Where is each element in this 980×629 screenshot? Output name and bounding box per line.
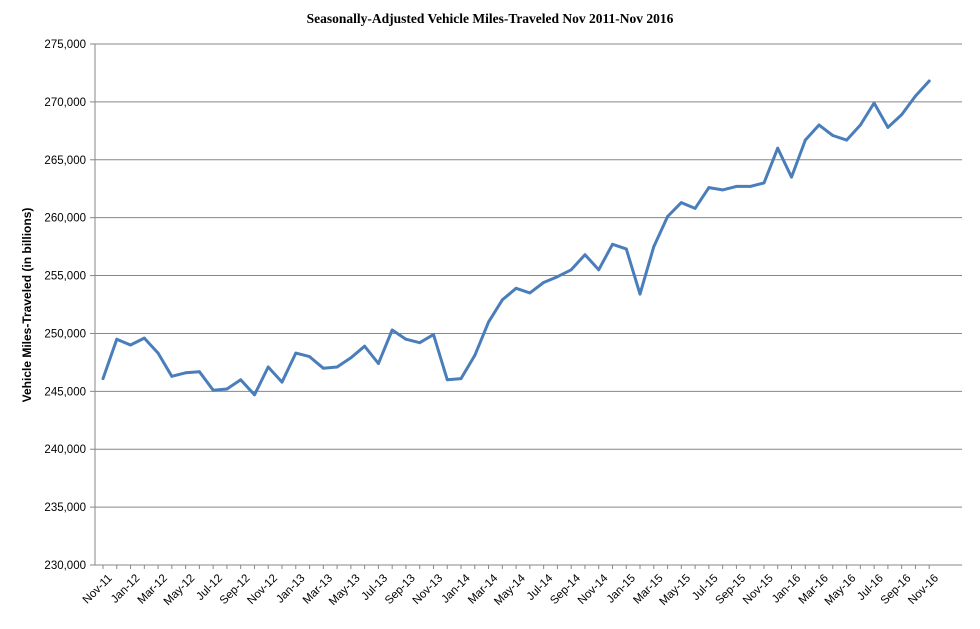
axes: [94, 44, 962, 566]
data-point: [831, 134, 835, 137]
data-point: [101, 377, 105, 380]
x-tick-label: Nov-12: [245, 572, 280, 607]
y-tick-label: 230,000: [44, 560, 86, 572]
data-point: [638, 292, 642, 296]
data-point: [707, 186, 711, 189]
y-tick-label: 265,000: [44, 155, 86, 167]
data-point: [253, 393, 256, 397]
data-point: [473, 354, 477, 357]
gridlines: [95, 43, 962, 566]
data-point: [803, 138, 807, 142]
y-tick-label: 240,000: [44, 444, 86, 456]
x-tick-label: May-16: [823, 572, 859, 608]
data-point: [735, 185, 738, 188]
data-point: [211, 388, 215, 392]
data-point: [363, 344, 367, 348]
x-tick-label: Nov-16: [906, 572, 941, 607]
data-point: [679, 201, 683, 205]
data-point: [514, 286, 518, 290]
data-point: [845, 138, 848, 142]
data-point: [666, 215, 669, 218]
data-point: [528, 291, 532, 295]
data-point: [569, 268, 573, 272]
data-point: [266, 365, 270, 369]
data-point: [624, 247, 628, 251]
data-point: [239, 378, 243, 382]
data-point: [377, 362, 380, 365]
x-axis-ticks: Nov-11Jan-12Mar-12May-12Jul-12Sep-12Nov-…: [81, 565, 941, 608]
data-point: [115, 337, 119, 341]
data-point: [597, 268, 601, 272]
x-tick-label: Nov-11: [81, 572, 115, 606]
data-point: [432, 333, 435, 337]
x-tick-label: May-14: [492, 572, 528, 608]
data-point: [308, 355, 311, 358]
data-point: [142, 336, 146, 340]
data-point: [872, 101, 876, 105]
data-point: [335, 365, 339, 369]
data-point: [721, 188, 725, 192]
data-point: [349, 356, 353, 360]
y-tick-label: 275,000: [44, 39, 86, 51]
data-point: [790, 175, 793, 179]
chart-title: Seasonally-Adjusted Vehicle Miles-Travel…: [307, 11, 674, 26]
data-point: [748, 185, 752, 188]
data-point: [294, 351, 298, 355]
data-point: [583, 253, 587, 257]
data-point: [556, 275, 559, 279]
data-point: [459, 377, 463, 380]
data-point: [927, 79, 931, 83]
y-axis-ticks: 230,000 235,000 240,000 245,000 250,000 255,0…: [44, 39, 95, 572]
data-point: [693, 207, 697, 210]
data-point: [225, 387, 229, 391]
y-tick-label: 255,000: [44, 271, 86, 283]
series-line: [101, 79, 931, 397]
data-point: [404, 337, 408, 341]
y-tick-label: 250,000: [44, 328, 86, 340]
x-tick-label: May-15: [658, 572, 694, 608]
data-point: [611, 242, 614, 246]
data-point: [418, 341, 422, 345]
data-point: [321, 366, 325, 370]
data-point: [445, 378, 449, 382]
series-layer: [101, 79, 931, 397]
data-point: [197, 370, 201, 374]
data-point: [900, 113, 904, 117]
data-point: [156, 351, 160, 355]
data-point: [914, 94, 917, 98]
y-tick-label: 260,000: [44, 213, 86, 225]
data-point: [542, 281, 546, 284]
y-tick-label: 235,000: [44, 502, 86, 514]
data-point: [170, 374, 174, 378]
x-tick-label: Nov-15: [741, 572, 776, 607]
data-point: [487, 320, 490, 324]
data-point: [817, 123, 821, 127]
data-point: [184, 371, 188, 375]
data-point: [390, 328, 394, 332]
y-tick-label: 245,000: [44, 386, 86, 398]
y-tick-label: 270,000: [44, 97, 86, 109]
data-point: [129, 343, 132, 347]
x-tick-label: Nov-13: [411, 572, 446, 607]
y-axis-label: Vehicle Miles-Traveled (in billions): [20, 208, 34, 403]
x-tick-label: May-12: [162, 572, 198, 608]
x-tick-label: Nov-14: [576, 572, 611, 607]
x-tick-label: May-13: [327, 572, 363, 608]
data-point: [762, 181, 766, 185]
data-point: [652, 245, 656, 249]
data-point: [776, 146, 780, 150]
data-point: [280, 380, 284, 384]
data-point: [500, 298, 504, 302]
data-point: [858, 123, 862, 127]
data-point: [886, 125, 890, 129]
